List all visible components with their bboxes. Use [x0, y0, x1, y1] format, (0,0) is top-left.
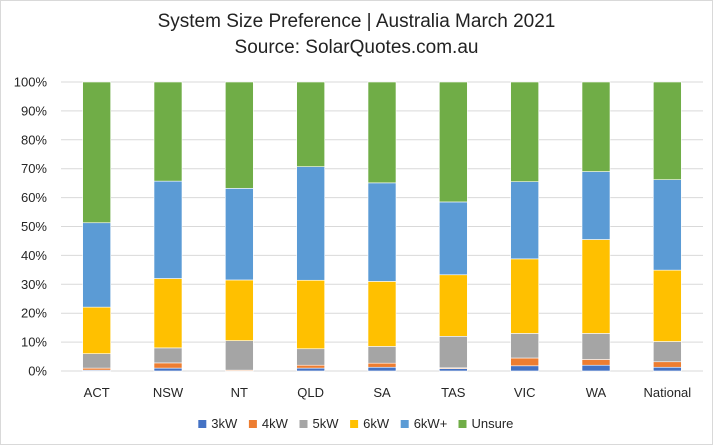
legend-swatch-3kw	[198, 420, 207, 428]
bar-6kw--act	[82, 222, 111, 308]
bar-6kw--tas	[439, 201, 468, 276]
bar-6kw--nt	[225, 188, 254, 281]
bar-4kw-wa	[581, 359, 611, 366]
y-tick-label: 0%	[28, 364, 47, 379]
bar-3kw-vic	[510, 365, 539, 372]
bar-3kw-national	[653, 366, 682, 372]
bar-6kw--national	[653, 179, 682, 271]
legend-swatch-unsure	[458, 420, 467, 428]
legend-swatch-4kw	[248, 420, 257, 428]
bar-3kw-wa	[581, 364, 611, 372]
y-tick-label: 60%	[21, 190, 47, 205]
bar-unsure-vic	[510, 81, 539, 183]
bar-4kw-sa	[367, 362, 397, 368]
chart-title-block: System Size Preference | Australia March…	[1, 9, 712, 61]
bar-6kw-nsw	[153, 278, 183, 349]
y-tick-label: 20%	[21, 306, 47, 321]
y-tick-label: 10%	[21, 335, 47, 350]
bar-5kw-sa	[367, 346, 397, 364]
bar-5kw-nt	[225, 340, 254, 371]
bar-5kw-nsw	[153, 347, 183, 364]
bar-unsure-qld	[296, 81, 325, 167]
legend-swatch-6kw	[350, 420, 359, 428]
bar-6kw--nsw	[153, 180, 183, 279]
legend-swatch-6kw-	[400, 420, 409, 428]
bar-3kw-qld	[296, 367, 325, 372]
bar-6kw-national	[653, 269, 682, 342]
y-tick-label: 40%	[21, 248, 47, 263]
x-tick-label: WA	[586, 385, 607, 400]
legend-label-unsure: Unsure	[472, 416, 514, 431]
bar-6kw-tas	[439, 274, 468, 337]
bar-6kw--sa	[367, 182, 397, 282]
x-tick-label: ACT	[84, 385, 110, 400]
x-axis: ACT NSW NT QLD SA TAS VIC WA National	[84, 385, 692, 400]
bars	[82, 81, 682, 372]
x-tick-label: QLD	[297, 385, 324, 400]
bar-6kw-act	[82, 306, 111, 354]
bar-unsure-nsw	[153, 81, 183, 182]
bar-4kw-qld	[296, 364, 325, 369]
bar-unsure-act	[82, 81, 111, 224]
bar-4kw-nsw	[153, 362, 183, 369]
bar-unsure-wa	[581, 81, 611, 172]
y-axis: 0% 10% 20% 30% 40% 50% 60% 70% 80% 90% 100%	[14, 75, 48, 379]
legend-label-6kw: 6kW	[363, 416, 390, 431]
bar-5kw-vic	[510, 333, 539, 359]
bar-3kw-nsw	[153, 367, 183, 372]
bar-unsure-tas	[439, 81, 468, 203]
bar-6kw-nt	[225, 279, 254, 341]
bar-6kw-qld	[296, 279, 325, 350]
bar-unsure-sa	[367, 81, 397, 184]
bar-5kw-qld	[296, 348, 325, 366]
chart-title: System Size Preference | Australia March…	[157, 11, 556, 32]
bar-6kw--qld	[296, 166, 325, 281]
bar-unsure-national	[653, 81, 682, 180]
bar-5kw-wa	[581, 333, 611, 360]
x-tick-label: VIC	[514, 385, 536, 400]
bar-5kw-national	[653, 341, 682, 363]
legend-label-4kw: 4kW	[262, 416, 289, 431]
legend-label-5kw: 5kW	[313, 416, 340, 431]
bar-4kw-vic	[510, 357, 539, 367]
bar-3kw-tas	[439, 368, 468, 372]
y-tick-label: 50%	[21, 219, 47, 234]
y-tick-label: 30%	[21, 277, 47, 292]
x-tick-label: SA	[373, 385, 391, 400]
x-tick-label: TAS	[441, 385, 466, 400]
bar-5kw-tas	[439, 336, 468, 369]
bar-3kw-sa	[367, 366, 397, 372]
legend-label-6kw-: 6kW+	[414, 416, 448, 431]
legend-swatch-5kw	[299, 420, 308, 428]
x-tick-label: National	[643, 385, 691, 400]
x-tick-label: NT	[231, 385, 248, 400]
bar-6kw--wa	[581, 171, 611, 240]
bar-6kw--vic	[510, 181, 539, 260]
chart-subtitle: Source: SolarQuotes.com.au	[234, 37, 479, 58]
bar-5kw-act	[82, 353, 111, 369]
y-tick-label: 80%	[21, 132, 47, 147]
y-tick-label: 90%	[21, 103, 47, 118]
y-tick-label: 70%	[21, 161, 47, 176]
y-tick-label: 100%	[14, 75, 48, 90]
x-tick-label: NSW	[153, 385, 184, 400]
bar-unsure-nt	[225, 81, 254, 189]
bar-6kw-wa	[581, 239, 611, 334]
bar-4kw-act	[82, 367, 111, 371]
bar-6kw-vic	[510, 258, 539, 334]
bar-4kw-national	[653, 361, 682, 368]
bar-6kw-sa	[367, 281, 397, 347]
legend-label-3kw: 3kW	[211, 416, 238, 431]
legend: 3kW 4kW 5kW 6kW 6kW+ Unsure	[198, 416, 513, 431]
